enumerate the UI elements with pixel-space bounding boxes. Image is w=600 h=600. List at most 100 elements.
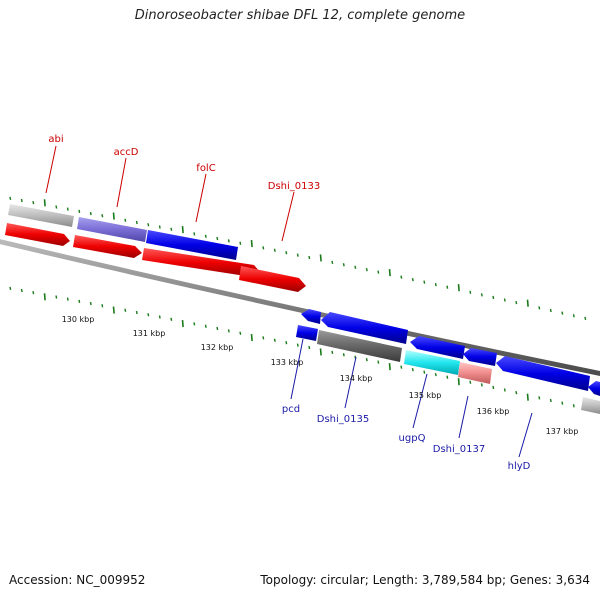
gene-label-Dshi_0137: Dshi_0137: [433, 444, 485, 455]
tick-mark: [411, 277, 414, 282]
gene-arrow-gray-bottom[interactable]: [581, 397, 600, 414]
tick-mark: [423, 280, 426, 284]
tick-mark: [9, 286, 12, 290]
gene-arrow-blue-b3[interactable]: [463, 348, 497, 366]
gene-arrow-blue-b1[interactable]: [296, 325, 318, 341]
tick-mark: [503, 298, 506, 302]
tick-mark: [538, 306, 541, 310]
kbp-label: 133 kbp: [271, 358, 304, 367]
tick-mark: [239, 241, 242, 245]
tick-mark: [572, 314, 575, 318]
tick-mark: [66, 297, 69, 301]
tick-mark: [342, 263, 345, 267]
tick-mark: [342, 353, 345, 357]
tick-mark: [308, 255, 311, 260]
gene-arrow-gray-top[interactable]: [8, 204, 74, 227]
tick-mark: [101, 304, 104, 308]
tick-mark: [388, 269, 391, 277]
tick-mark: [434, 283, 437, 287]
tick-mark: [112, 306, 115, 314]
tick-mark: [480, 293, 483, 297]
tick-mark: [101, 214, 104, 218]
tick-mark: [296, 253, 299, 257]
tick-mark: [377, 360, 380, 364]
kbp-label: 137 kbp: [546, 427, 579, 436]
tick-mark: [273, 338, 276, 342]
tick-mark: [308, 345, 311, 350]
tick-mark: [262, 336, 265, 340]
gene-label-accD: accD: [114, 147, 139, 158]
tick-mark: [526, 299, 529, 307]
tick-mark: [227, 329, 230, 333]
gene-label-Dshi_0133: Dshi_0133: [268, 181, 320, 192]
tick-mark: [331, 350, 334, 354]
tick-mark: [549, 308, 552, 313]
tick-mark: [492, 385, 495, 390]
tick-mark: [515, 390, 518, 395]
tick-mark: [78, 209, 81, 214]
tick-mark: [319, 254, 322, 262]
tick-mark: [584, 316, 587, 321]
tick-mark: [147, 223, 150, 227]
tick-mark: [492, 295, 495, 300]
tick-mark: [20, 288, 23, 293]
tick-mark: [377, 270, 380, 274]
tick-mark: [503, 388, 506, 392]
tick-mark: [572, 404, 575, 408]
tick-mark: [411, 367, 414, 372]
genome-stats-text: Topology: circular; Length: 3,789,584 bp…: [260, 573, 590, 587]
tick-mark: [388, 363, 391, 371]
reverse-strand-genes: [296, 309, 600, 414]
tick-ring-upper: [9, 196, 587, 321]
kbp-label: 135 kbp: [409, 391, 442, 400]
tick-mark: [9, 196, 12, 200]
gene-arrow-cyan-ugpQ[interactable]: [404, 350, 460, 375]
tick-mark: [469, 380, 472, 384]
tick-mark: [135, 310, 138, 315]
tick-mark: [147, 313, 150, 317]
tick-mark: [216, 326, 219, 331]
tick-mark: [457, 284, 460, 292]
tick-mark: [262, 246, 265, 250]
gene-arrow-blue-long[interactable]: [321, 312, 408, 344]
gene-arrow-red-accD[interactable]: [73, 235, 142, 258]
tick-mark: [124, 218, 127, 222]
tick-mark: [32, 201, 35, 205]
accession-text: Accession: NC_009952: [9, 573, 146, 587]
gene-arrow-blue-pcd[interactable]: [301, 309, 321, 324]
tick-mark: [319, 348, 322, 356]
tick-mark: [365, 358, 368, 362]
tick-mark: [469, 290, 472, 294]
gene-label-Dshi_0135: Dshi_0135: [317, 414, 369, 425]
tick-mark: [181, 226, 184, 234]
gene-arrow-red-Dshi_0133[interactable]: [239, 266, 306, 292]
tick-mark: [43, 293, 46, 301]
gene-arrow-blue-b2[interactable]: [410, 336, 465, 359]
tick-mark: [365, 268, 368, 272]
gene-arrow-dark-Dshi_0135[interactable]: [317, 330, 402, 362]
gene-arrow-purple[interactable]: [77, 217, 147, 242]
kbp-label: 134 kbp: [340, 374, 373, 383]
forward-strand-genes: [5, 204, 306, 292]
gene-arrow-red-abi[interactable]: [5, 223, 70, 246]
tick-mark: [135, 220, 138, 225]
tick-mark: [285, 251, 288, 255]
tick-mark: [78, 299, 81, 304]
gene-arrow-blue-folC[interactable]: [146, 230, 238, 260]
tick-mark: [354, 265, 357, 269]
label-leaders-bottom: [290, 338, 533, 458]
gene-arrow-pink-Dshi_0137[interactable]: [458, 362, 492, 384]
kbp-label: 130 kbp: [62, 315, 95, 324]
gene-arrow-red-2[interactable]: [142, 248, 260, 277]
gene-label-pcd: pcd: [282, 404, 300, 415]
gene-arrow-blue-hlyD[interactable]: [496, 356, 590, 391]
tick-mark: [181, 320, 184, 328]
gene-label-hlyD: hlyD: [508, 461, 531, 472]
tick-mark: [216, 236, 219, 241]
tick-mark: [55, 205, 58, 209]
tick-mark: [561, 311, 564, 315]
tick-mark: [170, 317, 173, 321]
gene-arrow-blue-b4[interactable]: [588, 381, 600, 396]
tick-mark: [296, 343, 299, 347]
tick-mark: [66, 207, 69, 211]
